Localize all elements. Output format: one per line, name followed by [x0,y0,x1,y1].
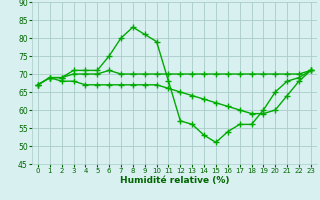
X-axis label: Humidité relative (%): Humidité relative (%) [120,176,229,185]
